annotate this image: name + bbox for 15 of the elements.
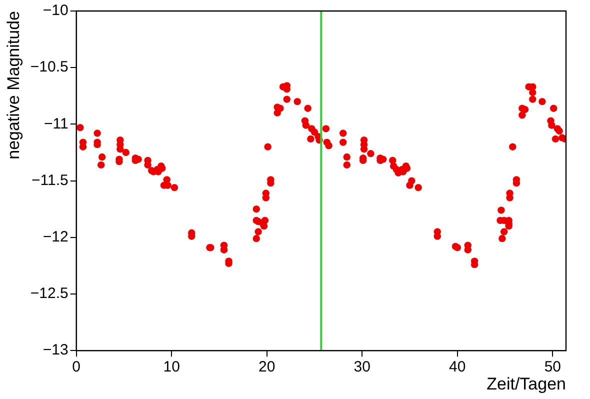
- x-tick-label: 20: [258, 358, 276, 376]
- y-tick-label: −10.5: [30, 58, 68, 76]
- y-tick-label: −10: [42, 2, 68, 20]
- y-tick-label: −11: [44, 115, 68, 132]
- x-tick-label: 40: [449, 358, 466, 376]
- x-tick-label: 10: [163, 358, 180, 376]
- y-tick-label: −12.5: [30, 285, 68, 302]
- x-tick-label: 50: [544, 358, 562, 376]
- x-tick-label: 30: [354, 358, 370, 376]
- y-tick-label: −12: [42, 228, 68, 246]
- y-axis-title: negative Magnitude: [4, 11, 23, 160]
- x-axis-title: Zeit/Tagen: [486, 374, 566, 394]
- x-tick-label: 0: [72, 358, 81, 376]
- y-tick-label: −13: [42, 342, 68, 359]
- y-tick-label: −11.5: [32, 172, 68, 189]
